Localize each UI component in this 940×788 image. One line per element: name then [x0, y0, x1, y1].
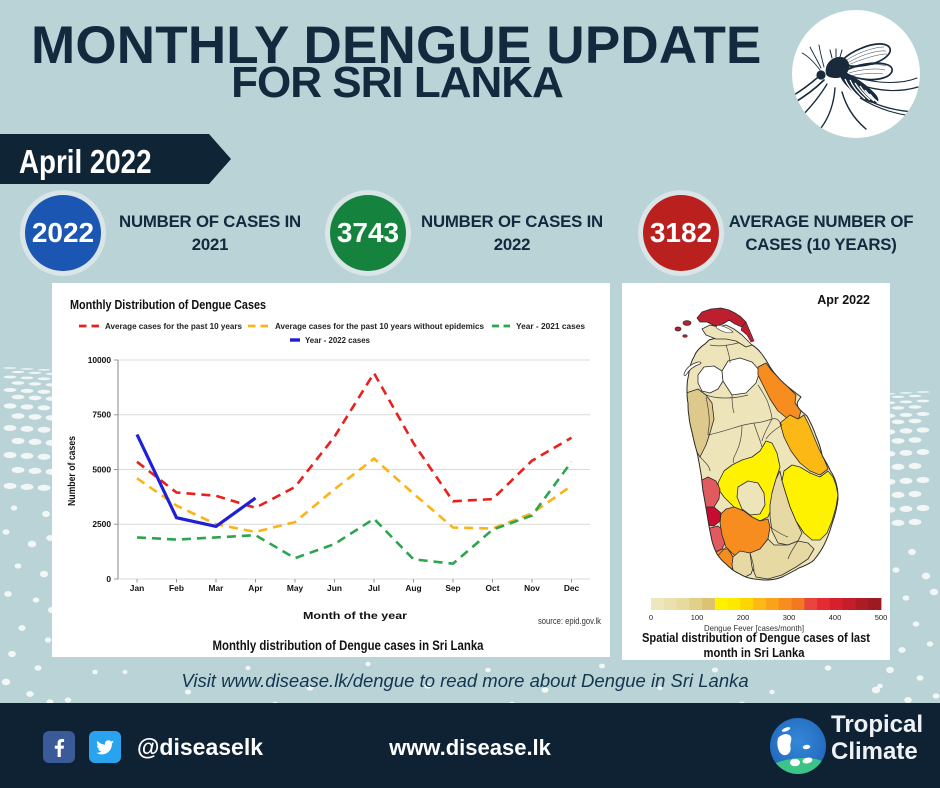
- svg-text:Feb: Feb: [169, 583, 184, 593]
- svg-text:Month of the year: Month of the year: [303, 610, 407, 622]
- svg-text:month in Sri Lanka: month in Sri Lanka: [704, 646, 806, 660]
- svg-text:7500: 7500: [92, 410, 111, 420]
- svg-text:May: May: [287, 583, 304, 593]
- svg-text:Sep: Sep: [445, 583, 460, 593]
- svg-text:Number of cases: Number of cases: [67, 436, 78, 506]
- svg-text:source: epid.gov.lk: source: epid.gov.lk: [538, 616, 601, 626]
- svg-text:400: 400: [829, 613, 842, 622]
- svg-text:0: 0: [106, 574, 111, 584]
- svg-text:Jul: Jul: [368, 583, 380, 593]
- svg-text:Year - 2022 cases: Year - 2022 cases: [305, 336, 370, 345]
- svg-text:Year - 2021 cases: Year - 2021 cases: [516, 322, 585, 331]
- svg-text:100: 100: [691, 613, 704, 622]
- svg-text:200: 200: [737, 613, 750, 622]
- svg-text:Jun: Jun: [327, 583, 342, 593]
- svg-text:Apr: Apr: [248, 583, 263, 593]
- svg-text:Mar: Mar: [209, 583, 225, 593]
- svg-text:Apr 2022: Apr 2022: [817, 293, 870, 307]
- svg-text:Average cases for the past 10: Average cases for the past 10 years: [105, 322, 242, 331]
- svg-text:300: 300: [783, 613, 796, 622]
- svg-text:5000: 5000: [92, 464, 111, 474]
- svg-text:0: 0: [649, 613, 653, 622]
- svg-text:Jan: Jan: [130, 583, 144, 593]
- svg-text:Monthly distribution of Dengu: Monthly distribution of Dengue cases in …: [213, 638, 484, 653]
- svg-text:Dec: Dec: [564, 583, 580, 593]
- svg-text:Average cases for the past 10: Average cases for the past 10 years with…: [275, 322, 484, 331]
- svg-text:2500: 2500: [92, 519, 111, 529]
- svg-text:Spatial distribution of Dengue: Spatial distribution of Dengue cases of …: [642, 631, 871, 645]
- svg-text:500: 500: [875, 613, 888, 622]
- svg-text:Dengue Fever [cases/month]: Dengue Fever [cases/month]: [704, 624, 804, 633]
- svg-text:Aug: Aug: [405, 583, 421, 593]
- svg-text:10000: 10000: [88, 355, 112, 365]
- svg-text:Oct: Oct: [486, 583, 500, 593]
- svg-text:Nov: Nov: [524, 583, 540, 593]
- svg-text:Monthly Distribution of Dengue: Monthly Distribution of Dengue Cases: [70, 298, 266, 312]
